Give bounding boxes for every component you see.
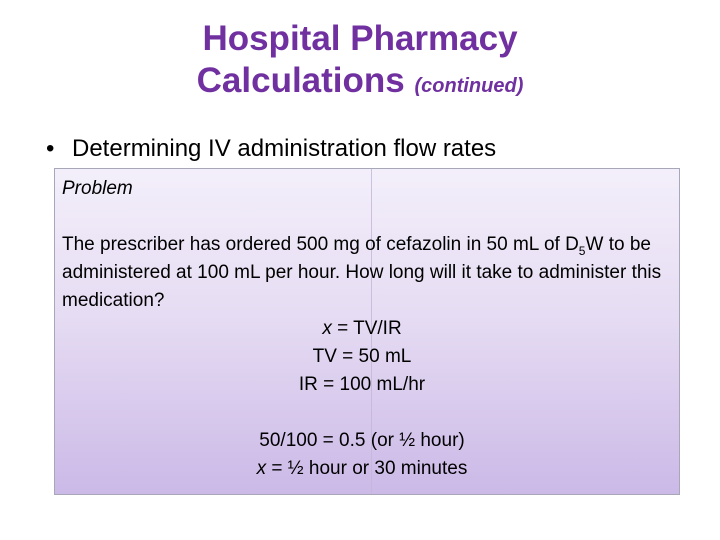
- bullet-dot-icon: •: [46, 135, 55, 162]
- spacer: [62, 399, 672, 427]
- formula-variable: x: [322, 318, 332, 339]
- answer-line: x = ½ hour or 30 minutes: [52, 455, 672, 483]
- formula-line: x = TV/IR: [52, 315, 672, 343]
- title-suffix: (continued): [414, 75, 524, 97]
- title-main: Calculations: [196, 61, 405, 100]
- problem-label: Problem: [62, 178, 133, 199]
- problem-statement: The prescriber has ordered 500 mg of cef…: [62, 231, 672, 315]
- formula-rest: = TV/IR: [331, 318, 402, 339]
- title-line-1: Hospital Pharmacy: [202, 19, 518, 58]
- box-divider: [371, 169, 372, 494]
- answer-variable: x: [256, 458, 267, 479]
- problem-subscript: 5: [578, 243, 586, 258]
- problem-text-2: W to be administered at 100 mL per hour.…: [62, 234, 662, 311]
- bullet-point: • Determining IV administration flow rate…: [46, 133, 496, 165]
- calc-line: 50/100 = 0.5 (or ½ hour): [259, 430, 465, 451]
- problem-text-1: The prescriber has ordered 500 mg of cef…: [62, 234, 579, 255]
- problem-content: Problem The prescriber has ordered 500 m…: [62, 175, 672, 483]
- answer-rest: = ½ hour or 30 minutes: [266, 458, 468, 479]
- slide-title: Hospital Pharmacy Calculations (continue…: [0, 18, 720, 107]
- problem-box: Problem The prescriber has ordered 500 m…: [54, 168, 680, 495]
- bullet-text: Determining IV administration flow rates: [72, 135, 497, 162]
- ir-line: IR = 100 mL/hr: [298, 374, 426, 395]
- tv-line: TV = 50 mL: [312, 346, 412, 367]
- title-line-2: Calculations (continued): [0, 60, 720, 107]
